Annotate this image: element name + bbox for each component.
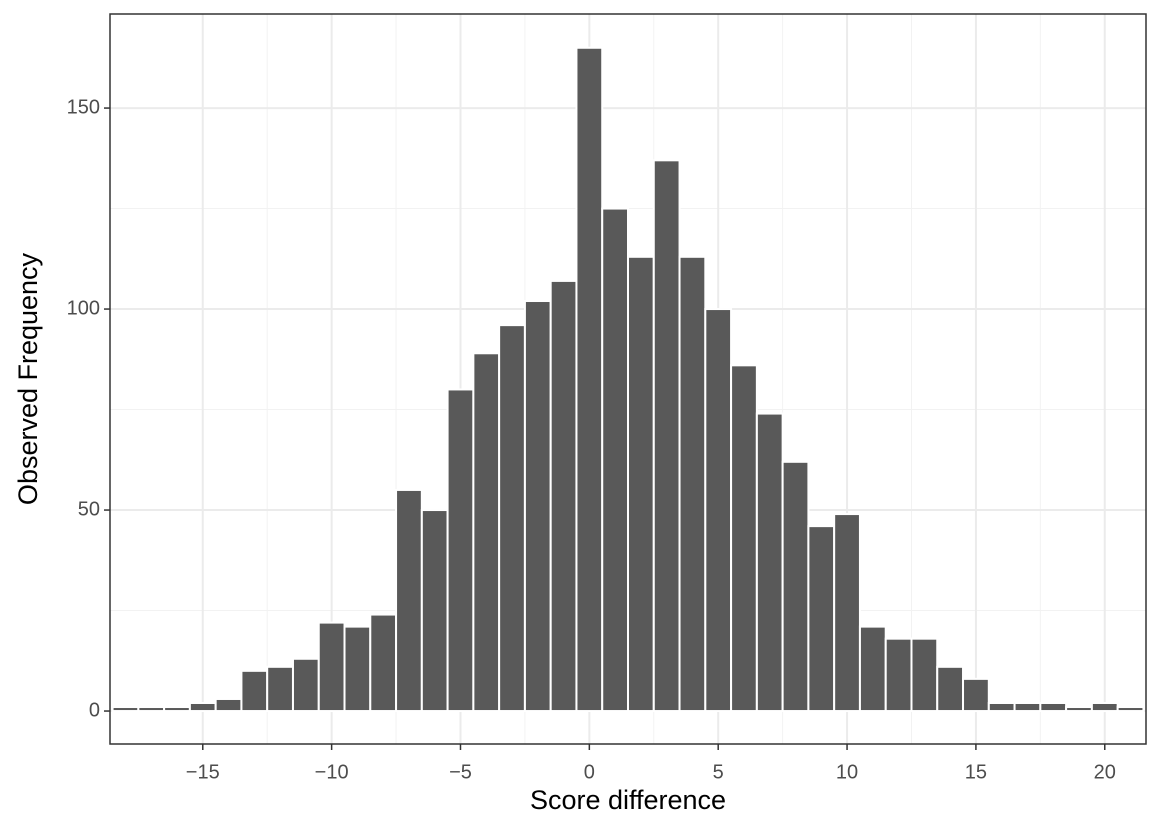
y-tick-label: 50 xyxy=(78,498,100,520)
bar xyxy=(627,255,655,713)
bar xyxy=(652,159,681,713)
x-tick-label: −10 xyxy=(315,761,349,783)
bar xyxy=(498,324,526,713)
bar xyxy=(987,701,1016,713)
bar xyxy=(317,621,346,713)
x-axis-label: Score difference xyxy=(530,785,726,815)
x-tick-label: 0 xyxy=(584,761,595,783)
bar xyxy=(962,677,990,713)
y-tick-label: 150 xyxy=(67,96,100,118)
bar xyxy=(730,364,758,713)
bar xyxy=(704,308,733,713)
bar xyxy=(601,207,630,713)
bar xyxy=(910,637,939,713)
bar xyxy=(163,706,191,713)
bar xyxy=(420,509,449,713)
bar xyxy=(291,657,320,713)
bar xyxy=(936,665,965,713)
bar xyxy=(678,255,707,713)
bar xyxy=(575,46,604,713)
x-tick-label: 10 xyxy=(836,761,858,783)
bar xyxy=(807,525,836,713)
bar xyxy=(833,513,861,713)
x-tick-label: 20 xyxy=(1094,761,1116,783)
x-tick-label: 15 xyxy=(965,761,987,783)
bar xyxy=(523,300,552,713)
bar xyxy=(472,352,501,713)
bar xyxy=(1090,701,1119,713)
bar xyxy=(755,412,784,713)
bar xyxy=(1116,706,1145,713)
bar xyxy=(343,625,372,713)
y-tick-label: 100 xyxy=(67,297,100,319)
bar xyxy=(446,388,475,713)
bar xyxy=(111,706,140,713)
bar xyxy=(858,625,887,713)
x-tick-label: −5 xyxy=(449,761,472,783)
y-tick-label: 0 xyxy=(89,699,100,721)
x-tick-label: −15 xyxy=(186,761,220,783)
bar xyxy=(549,279,578,713)
bar xyxy=(1039,701,1068,713)
bar xyxy=(137,706,166,713)
bar xyxy=(1065,706,1093,713)
bar xyxy=(395,488,423,713)
bar xyxy=(240,669,269,713)
bar xyxy=(188,701,217,713)
y-axis-label: Observed Frequency xyxy=(13,252,43,505)
plot-border xyxy=(109,13,1147,745)
bar xyxy=(781,460,810,713)
bar xyxy=(884,637,913,713)
bar xyxy=(214,697,243,713)
bar xyxy=(369,613,398,713)
bar xyxy=(1013,701,1042,713)
x-tick-label: 5 xyxy=(713,761,724,783)
bar xyxy=(266,665,294,713)
